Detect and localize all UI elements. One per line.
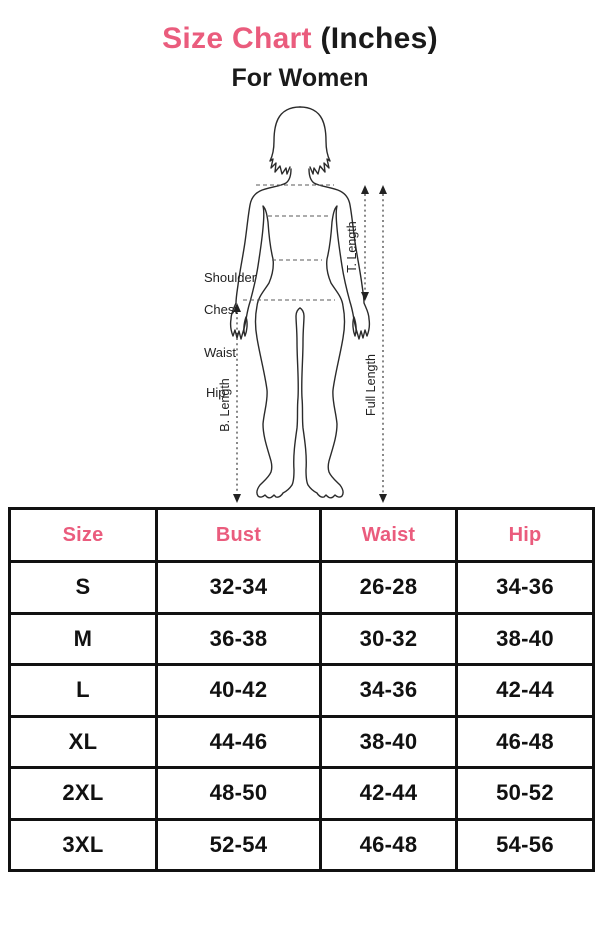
size-cell: M (8, 611, 158, 666)
bust-cell: 32-34 (155, 560, 322, 615)
size-cell: S (8, 560, 158, 615)
full-length-arrow-up-icon (379, 185, 387, 194)
waist-cell: 46-48 (319, 817, 458, 872)
header-hip: Hip (455, 507, 595, 563)
t-length-arrow-down-icon (361, 292, 369, 301)
waist-cell: 30-32 (319, 611, 458, 666)
header-bust: Bust (155, 507, 322, 563)
table-row: 3XL 52-54 46-48 54-56 (8, 817, 595, 872)
thumb-outline (243, 316, 248, 337)
waist-cell: 42-44 (319, 766, 458, 821)
table-row: S 32-34 26-28 34-36 (8, 560, 595, 615)
header-waist: Waist (319, 507, 458, 563)
table-row: XL 44-46 38-40 46-48 (8, 714, 595, 769)
size-cell: 2XL (8, 766, 158, 821)
body-outline-mirror (299, 106, 371, 499)
bust-cell: 40-42 (155, 663, 322, 718)
length-lines (236, 194, 384, 494)
full-length-label: Full Length (364, 354, 378, 416)
bust-cell: 48-50 (155, 766, 322, 821)
table-row: M 36-38 30-32 38-40 (8, 611, 595, 666)
header-size: Size (8, 507, 158, 563)
female-body-diagram: Shoulder Chest Waist Hip T. Length B. Le… (204, 106, 387, 503)
size-cell: 3XL (8, 817, 158, 872)
waist-cell: 38-40 (319, 714, 458, 769)
t-length-label: T. Length (345, 221, 359, 272)
page-title: Size Chart (Inches) (0, 22, 600, 56)
table-header-row: Size Bust Waist Hip (8, 507, 595, 563)
hip-cell: 46-48 (455, 714, 595, 769)
hair-outline (269, 106, 301, 175)
page-title-suffix: (Inches) (311, 22, 438, 55)
b-length-arrow-up-icon (233, 303, 241, 312)
bust-cell: 44-46 (155, 714, 322, 769)
chest-label: Chest (204, 302, 238, 317)
full-length-arrow-down-icon (379, 494, 387, 503)
page-title-highlight: Size Chart (162, 22, 312, 55)
size-cell: XL (8, 714, 158, 769)
measure-lines (243, 184, 335, 301)
table-row: L 40-42 34-36 42-44 (8, 663, 595, 718)
shoulder-label: Shoulder (204, 270, 257, 285)
hip-cell: 34-36 (455, 560, 595, 615)
size-table: Size Bust Waist Hip S 32-34 26-28 34-36 … (8, 507, 595, 872)
bust-cell: 52-54 (155, 817, 322, 872)
b-length-arrow-down-icon (233, 494, 241, 503)
table-row: 2XL 48-50 42-44 50-52 (8, 766, 595, 821)
hip-cell: 42-44 (455, 663, 595, 718)
waist-cell: 26-28 (319, 560, 458, 615)
body-side-outline (229, 168, 301, 499)
body-outline-half (229, 106, 301, 499)
arrowheads (233, 185, 387, 503)
size-cell: L (8, 663, 158, 718)
bust-cell: 36-38 (155, 611, 322, 666)
hip-label: Hip (206, 385, 226, 400)
waist-label: Waist (204, 345, 236, 360)
hip-cell: 38-40 (455, 611, 595, 666)
waist-cell: 34-36 (319, 663, 458, 718)
t-length-arrow-up-icon (361, 185, 369, 194)
b-length-label: B. Length (218, 378, 232, 432)
hip-cell: 54-56 (455, 817, 595, 872)
page-subtitle: For Women (231, 64, 369, 92)
hip-cell: 50-52 (455, 766, 595, 821)
